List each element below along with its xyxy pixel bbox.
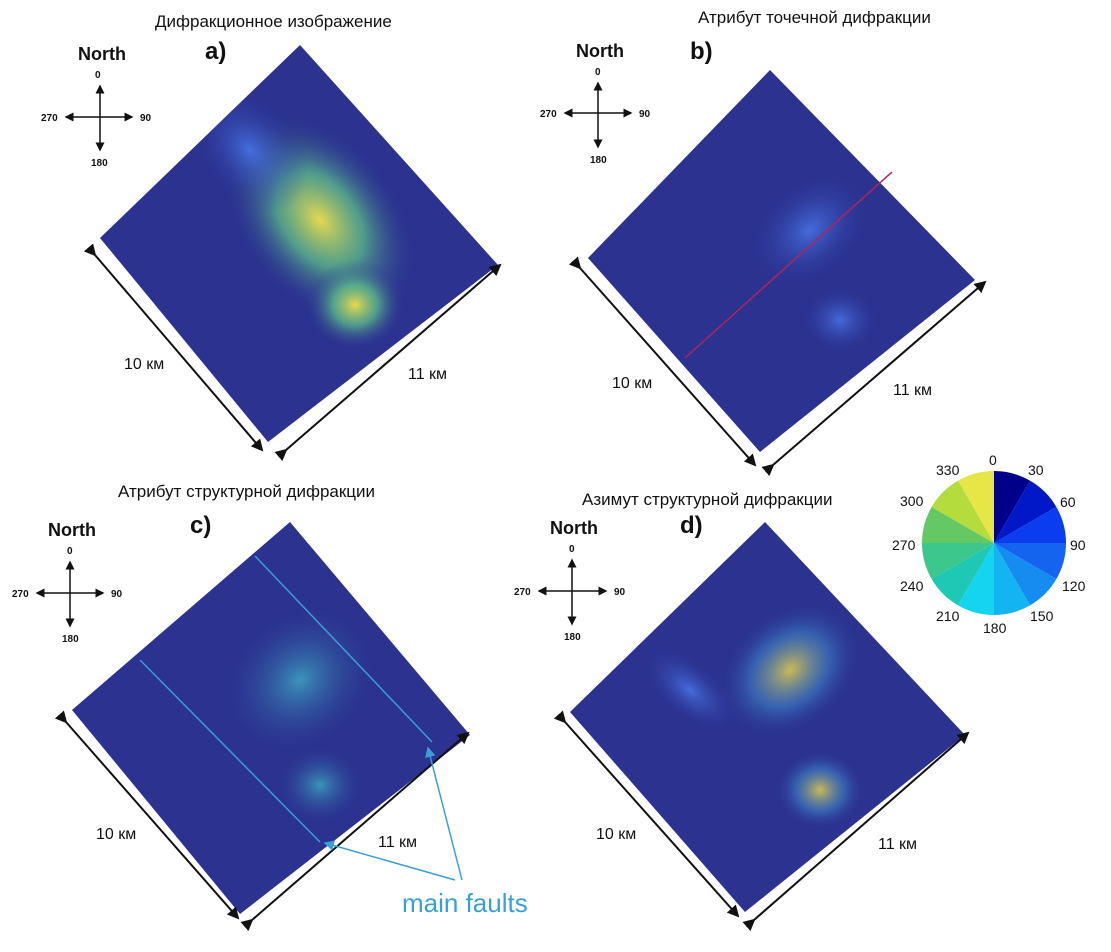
wheel-sector-330 (958, 471, 994, 543)
main-faults-pointers (323, 746, 463, 881)
legend-tick-30: 30 (1028, 462, 1044, 478)
panel-a-dir-90: 90 (140, 113, 152, 124)
panel-c-fault-line-2 (254, 555, 433, 743)
wheel-sector-150 (994, 543, 1030, 615)
wheel-sector-300 (931, 480, 994, 543)
panel-b-compass (563, 81, 633, 149)
panel-c-compass (35, 560, 105, 628)
azimuth-color-wheel (922, 471, 1066, 615)
panel-a-map (100, 45, 498, 442)
legend-tick-0: 0 (989, 452, 997, 468)
panel-d-compass (537, 558, 608, 626)
panel-c-dir-0: 0 (67, 546, 73, 557)
panel-b-title: Атрибут точечной дифракции (698, 8, 931, 27)
panel-c-map (72, 522, 470, 914)
panel-a-dir-0: 0 (95, 70, 101, 81)
wheel-sector-60 (994, 507, 1066, 543)
legend-tick-120: 120 (1062, 578, 1086, 594)
panel-b-map (588, 70, 975, 452)
legend-tick-210: 210 (936, 608, 960, 624)
wheel-sector-30 (994, 480, 1057, 543)
wheel-sector-180 (958, 543, 994, 615)
wheel-sector-120 (994, 543, 1057, 606)
legend-tick-240: 240 (900, 578, 924, 594)
panel-d-dir-180: 180 (564, 632, 581, 643)
panel-a-dim-right (274, 263, 502, 462)
panel-a-dir-270: 270 (41, 113, 58, 124)
panel-d-north-label: North (550, 518, 598, 538)
wheel-sector-0 (994, 471, 1030, 543)
panel-b-dir-180: 180 (590, 155, 607, 166)
panel-a-title: Дифракционное изображение (155, 12, 392, 31)
panel-d-dir-270: 270 (514, 587, 531, 598)
panel-a-label: a) (205, 38, 227, 65)
panel-c-dir-90: 90 (111, 589, 123, 600)
wheel-sector-270 (922, 507, 994, 543)
panel-d-title: Азимут структурной дифракции (582, 490, 833, 509)
panel-c-label: c) (190, 512, 212, 539)
panel-a-dir-180: 180 (91, 158, 108, 169)
panel-b-dim-right (761, 280, 987, 477)
legend-tick-90: 90 (1070, 537, 1086, 553)
panel-d-dim-left (553, 710, 740, 918)
wheel-sector-210 (931, 543, 994, 606)
panel-d-label: d) (680, 512, 703, 539)
panel-a-compass (64, 84, 134, 152)
panel-b-dir-90: 90 (639, 109, 651, 120)
panel-b-label: b) (690, 38, 713, 65)
panel-a-north-label: North (78, 44, 126, 64)
panel-a-dim-left (83, 243, 264, 452)
wheel-sector-240 (922, 543, 994, 579)
panel-d-map (570, 522, 965, 912)
panel-d-dir-90: 90 (614, 587, 626, 598)
panel-d-dir-0: 0 (569, 544, 575, 555)
panel-c-dir-270: 270 (12, 589, 29, 600)
panel-b-dim-left (568, 256, 757, 467)
legend-tick-150: 150 (1030, 608, 1054, 624)
panel-c-north-label: North (48, 520, 96, 540)
panel-c-dim-left (54, 710, 240, 920)
legend-tick-270: 270 (892, 537, 916, 553)
panel-b-north-label: North (576, 41, 624, 61)
panel-b-dir-270: 270 (540, 109, 557, 120)
panel-d-dim-right (742, 731, 970, 932)
panel-c-dir-180: 180 (62, 634, 79, 645)
wheel-sector-90 (994, 543, 1066, 579)
legend-tick-180: 180 (983, 620, 1007, 636)
panel-c-title: Атрибут структурной дифракции (118, 482, 376, 501)
panel-b-dir-0: 0 (595, 67, 601, 78)
compass-roses (35, 81, 633, 628)
legend-tick-300: 300 (900, 493, 924, 509)
legend-tick-60: 60 (1060, 494, 1076, 510)
